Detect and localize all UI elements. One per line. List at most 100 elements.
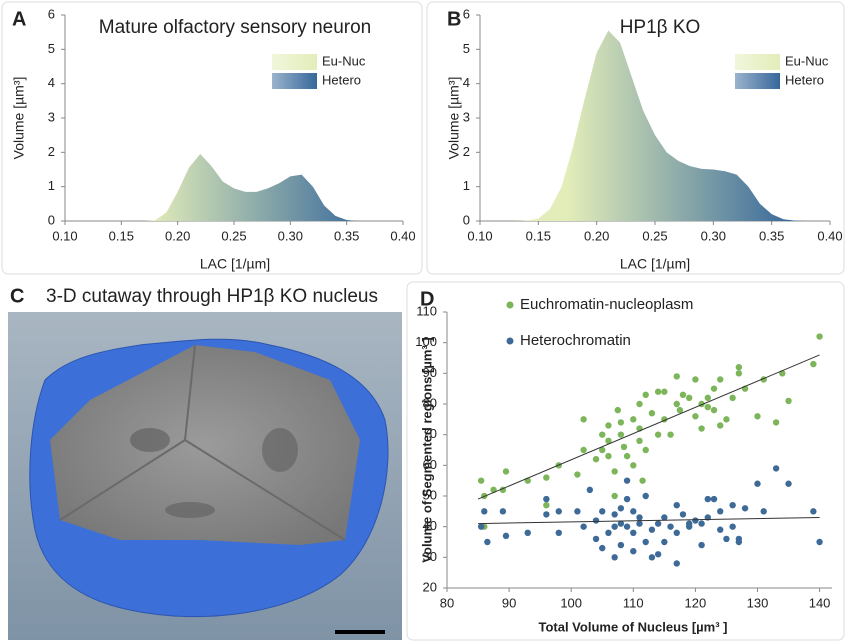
scatter-point	[592, 535, 600, 543]
y-axis-label: Volume [µm³]	[446, 77, 462, 160]
scatter-point	[654, 551, 662, 558]
panel-label: B	[447, 8, 461, 30]
legend-swatch	[735, 54, 780, 70]
legend-swatch	[272, 73, 317, 89]
legend-swatch	[735, 73, 780, 89]
scatter-point	[614, 406, 621, 414]
x-tick-label: 0.40	[390, 228, 415, 243]
panel-label: D	[420, 288, 434, 310]
scatter-point	[623, 523, 631, 530]
scatter-point	[710, 495, 718, 503]
scatter-point	[599, 544, 606, 552]
x-tick-label: 0.20	[584, 228, 609, 243]
scatter-point	[636, 400, 643, 408]
scatter-point	[630, 508, 637, 515]
scatter-point	[717, 376, 724, 383]
legend-label: Hetero	[322, 72, 361, 87]
y-tick-label: 0	[48, 212, 55, 227]
scatter-point	[654, 388, 662, 395]
scatter-point	[754, 413, 761, 420]
x-tick-label: 90	[502, 595, 516, 610]
scatter-point	[543, 511, 550, 518]
scatter-point	[704, 394, 712, 402]
scatter-point	[623, 495, 631, 503]
scatter-point	[543, 474, 550, 481]
cube-edge	[59, 344, 346, 541]
scatter-point	[642, 391, 649, 398]
y-tick-label: 80	[423, 395, 437, 410]
scatter-point	[810, 508, 817, 515]
scatter-point	[667, 523, 674, 530]
x-tick-label: 0.30	[701, 228, 726, 243]
y-tick-label: 5	[463, 41, 470, 56]
panel-label: C	[10, 285, 24, 307]
scatter-point	[611, 523, 618, 530]
chart-title: Mature olfactory sensory neuron	[99, 17, 371, 38]
scatter-point	[499, 508, 507, 515]
scatter-point	[574, 471, 581, 478]
y-tick-label: 6	[463, 6, 470, 21]
scatter-point	[605, 452, 612, 460]
y-tick-label: 2	[463, 144, 470, 159]
y-tick-label: 1	[48, 178, 55, 193]
y-tick-label: 5	[48, 41, 55, 56]
x-tick-label: 0.10	[52, 228, 77, 243]
x-tick-label: 110	[623, 595, 644, 610]
y-tick-label: 2	[48, 144, 55, 159]
scatter-point	[661, 514, 668, 521]
scatter-point	[679, 511, 687, 518]
y-tick-label: 50	[423, 487, 437, 502]
y-tick-label: 60	[423, 457, 437, 472]
area	[480, 30, 830, 222]
scatter-point	[723, 416, 730, 423]
scatter-point	[698, 520, 705, 527]
scatter-point	[543, 502, 550, 509]
scatter-point	[611, 468, 618, 475]
scatter-point	[710, 406, 718, 414]
x-tick-label: 0.15	[526, 228, 551, 243]
scatter-point	[611, 554, 618, 561]
x-tick-label: 0.40	[817, 228, 842, 243]
y-tick-label: 20	[423, 579, 437, 594]
scatter-point	[673, 502, 680, 509]
scatter-point	[611, 492, 618, 500]
legend-label: Eu-Nuc	[785, 53, 829, 68]
panel-frame	[406, 281, 845, 641]
legend-marker	[506, 337, 514, 345]
scatter-point	[717, 508, 724, 515]
scatter-point	[723, 535, 730, 543]
scatter-point	[692, 413, 699, 420]
scatter-point	[754, 480, 761, 487]
scatter-point	[477, 477, 485, 484]
scatter-point	[617, 505, 625, 512]
y-tick-label: 40	[423, 518, 437, 533]
scatter-point	[477, 523, 485, 530]
scatter-point	[760, 508, 767, 515]
x-tick-label: 0.30	[278, 228, 303, 243]
scatter-point	[605, 529, 612, 536]
scatter-point	[636, 437, 643, 444]
scatter-point	[816, 333, 823, 340]
scatter-point	[685, 394, 693, 402]
scatter-point	[673, 400, 680, 408]
scatter-point	[502, 532, 510, 540]
scatter-point	[710, 385, 718, 392]
legend-label: Euchromatin-nucleoplasm	[520, 296, 693, 313]
x-tick-label: 0.35	[334, 228, 359, 243]
x-tick-label: 130	[747, 595, 769, 610]
scatter-point	[679, 391, 687, 398]
scatter-point	[667, 431, 674, 438]
x-tick-label: 0.25	[642, 228, 667, 243]
scatter-point	[605, 437, 612, 444]
y-tick-label: 1	[463, 178, 470, 193]
scatter-point	[636, 520, 643, 527]
scatter-point	[580, 446, 587, 454]
scatter-point	[630, 416, 637, 423]
scatter-point	[673, 529, 680, 536]
scatter-point	[698, 541, 705, 549]
scatter-point	[639, 477, 646, 484]
trend-line	[477, 354, 820, 500]
scatter-point	[735, 538, 743, 546]
texture	[165, 502, 215, 518]
